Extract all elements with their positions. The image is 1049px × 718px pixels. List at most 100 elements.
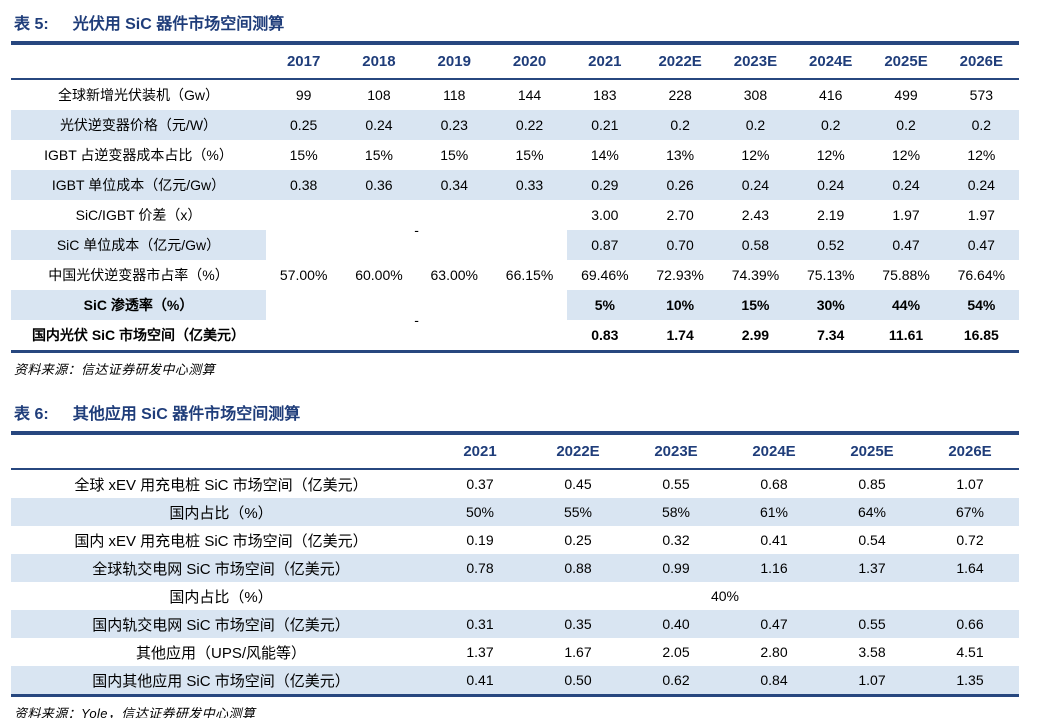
value-cell: 108: [367, 87, 391, 103]
value-cell: 12%: [816, 147, 845, 163]
value-cell: 1.37: [466, 644, 494, 660]
year-column-header: 2021: [431, 435, 529, 470]
year-column-header: 2025E: [868, 45, 944, 80]
value-cell: 15%: [515, 147, 544, 163]
table-row: SiC/IGBT 价差（x） - 3.00 2.70 2.43 2.19 1.97 1.97: [11, 200, 1019, 260]
value-cell: 499: [894, 87, 918, 103]
value-cell: 0.2: [943, 110, 1019, 140]
value-cell: 1.07: [956, 476, 984, 492]
value-cell: 0.38: [266, 170, 342, 200]
value-cell: 0.40: [627, 610, 725, 638]
table-row: IGBT 占逆变器成本占比（%） 15% 15% 15% 15% 14% 13% 12% 12%…: [11, 140, 1019, 170]
value-cell: 57.00%: [279, 267, 328, 283]
value-cell: 67%: [921, 498, 1019, 526]
value-cell: 2.80: [760, 644, 788, 660]
table5-title-text: 光伏用 SiC 器件市场空间测算: [72, 16, 285, 33]
value-cell: 1.74: [666, 327, 694, 343]
row-label: SiC 渗透率（%）: [11, 290, 266, 320]
value-cell: 0.23: [416, 110, 492, 140]
value-cell: 2.99: [741, 327, 770, 343]
year-column-header: 2025E: [823, 435, 921, 470]
value-cell: 99: [295, 87, 312, 103]
value-cell: 0.62: [627, 666, 725, 696]
value-cell: 0.24: [943, 170, 1019, 200]
value-cell: 5%: [567, 290, 643, 320]
table-row: 其他应用（UPS/风能等） 1.37 1.67 2.05 2.80 3.58 4.51: [11, 638, 1019, 666]
value-cell: 0.47: [943, 230, 1019, 260]
value-cell: 12%: [892, 147, 921, 163]
value-cell: 0.21: [567, 110, 643, 140]
table-row: 全球新增光伏装机（Gw） 99 108 118 144 183 228 308 416 499 57…: [11, 79, 1019, 110]
year-column-header: 2023E: [627, 435, 725, 470]
value-cell: 0.54: [858, 532, 886, 548]
table-row: SiC 渗透率（%） -5% 10% 15% 30% 44% 54%: [11, 290, 1019, 352]
value-cell: 183: [593, 87, 617, 103]
value-cell: 64%: [823, 498, 921, 526]
row-label-column-header: [11, 435, 431, 470]
value-cell: 2.19: [817, 207, 845, 223]
value-cell: 58%: [627, 498, 725, 526]
value-cell: 3.58: [858, 644, 886, 660]
row-label: 国内其他应用 SiC 市场空间（亿美元）: [11, 666, 431, 696]
value-cell: 76.64%: [957, 267, 1006, 283]
table-row: 中国光伏逆变器市占率（%） 57.00% 60.00% 63.00% 66.15% 69.…: [11, 260, 1019, 290]
value-cell: 74.39%: [731, 267, 780, 283]
value-cell: 30%: [793, 290, 869, 320]
value-cell: 1.97: [967, 207, 995, 223]
table-row: 国内占比（%） 40%: [11, 582, 1019, 610]
row-label: SiC 单位成本（亿元/Gw）: [11, 230, 266, 260]
row-label: 全球新增光伏装机（Gw）: [58, 87, 219, 103]
value-cell: 0.26: [642, 170, 718, 200]
value-cell: 0.55: [823, 610, 921, 638]
value-cell: 0.88: [529, 554, 627, 582]
value-cell: 0.32: [662, 532, 690, 548]
value-cell: 0.29: [567, 170, 643, 200]
table5-source-note: 资料来源：信达证券研发中心测算: [14, 362, 216, 377]
year-column-header: 2022E: [642, 45, 718, 80]
value-cell: 1.35: [921, 666, 1019, 696]
value-cell: 0.47: [868, 230, 944, 260]
value-cell: 0.24: [868, 170, 944, 200]
value-cell: 1.97: [892, 207, 920, 223]
value-cell: 0.45: [564, 476, 592, 492]
value-cell: 0.72: [956, 532, 984, 548]
row-label: 全球轨交电网 SiC 市场空间（亿美元）: [11, 554, 431, 582]
value-cell: 0.24: [341, 110, 417, 140]
value-cell: 54%: [943, 290, 1019, 320]
value-cell: 11.61: [888, 327, 924, 343]
value-cell: 0.47: [725, 610, 823, 638]
value-cell: 2.43: [741, 207, 770, 223]
value-cell: 75.88%: [882, 267, 930, 283]
value-cell: 0.24: [717, 170, 794, 200]
table-row: 国内轨交电网 SiC 市场空间（亿美元） 0.31 0.35 0.40 0.47 0.55…: [11, 610, 1019, 638]
value-cell: 16.85: [963, 327, 999, 343]
row-label: 其他应用（UPS/风能等）: [135, 644, 306, 662]
table-row: IGBT 单位成本（亿元/Gw） 0.38 0.36 0.34 0.33 0.29 0.26…: [11, 170, 1019, 200]
year-column-header: 2019: [416, 45, 492, 80]
table6-section: 表 6: 其他应用 SiC 器件市场空间测算 2021 2022E 2023E 202…: [11, 398, 1019, 718]
value-cell: 0.2: [793, 110, 869, 140]
value-cell: 15%: [364, 147, 393, 163]
table6-title-text: 其他应用 SiC 器件市场空间测算: [72, 406, 301, 423]
value-cell: 1.16: [725, 554, 823, 582]
value-cell: 1.64: [921, 554, 1019, 582]
value-cell: 0.2: [868, 110, 944, 140]
value-cell: 0.68: [760, 476, 788, 492]
row-label: 国内占比（%）: [11, 498, 431, 526]
column-header-row: 2021 2022E 2023E 2024E 2025E 2026E: [11, 435, 1019, 470]
value-cell: 416: [819, 87, 843, 103]
table6-title: 表 6: 其他应用 SiC 器件市场空间测算: [11, 398, 1019, 435]
value-cell: 75.13%: [806, 267, 855, 283]
year-column-header: 2026E: [943, 45, 1019, 80]
not-applicable-cell: -: [266, 200, 568, 260]
value-cell: 0.41: [431, 666, 529, 696]
row-label: 全球 xEV 用充电桩 SiC 市场空间（亿美元）: [74, 476, 368, 494]
value-cell: 14%: [590, 147, 619, 163]
row-label-column-header: [11, 45, 266, 80]
value-cell: 2.05: [662, 644, 690, 660]
value-cell: 0.52: [793, 230, 869, 260]
year-column-header: 2024E: [793, 45, 869, 80]
value-cell: 0.35: [529, 610, 627, 638]
value-cell: 3.00: [591, 207, 619, 223]
year-column-header: 2024E: [725, 435, 823, 470]
